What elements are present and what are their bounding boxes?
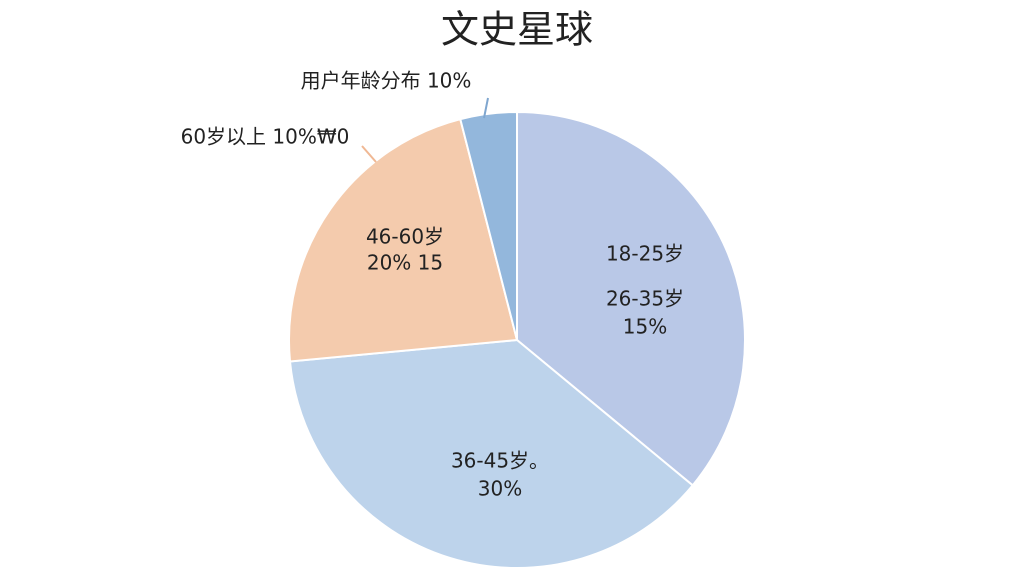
slice-label: 30% (478, 477, 522, 501)
chart-title: 文史星球 (441, 8, 593, 52)
pie-slice (288, 338, 695, 569)
slice-label: 46-60岁 (366, 225, 444, 249)
slice-label: 60岁以上 10%₩0 (181, 125, 350, 149)
slice-label: 用户年龄分布 10% (301, 69, 472, 93)
pie-slice (288, 117, 519, 363)
pie-slice (516, 110, 746, 487)
slice-label: 15% (623, 315, 667, 339)
slice-label: 20% 15 (367, 251, 443, 275)
slice-label: 36-45岁。 (451, 449, 549, 473)
pie-slice (459, 110, 518, 341)
leader-line (483, 97, 489, 119)
slice-label: 18-25岁 (606, 242, 684, 266)
leader-line (361, 145, 377, 163)
slice-label: 26-35岁 (606, 287, 684, 311)
